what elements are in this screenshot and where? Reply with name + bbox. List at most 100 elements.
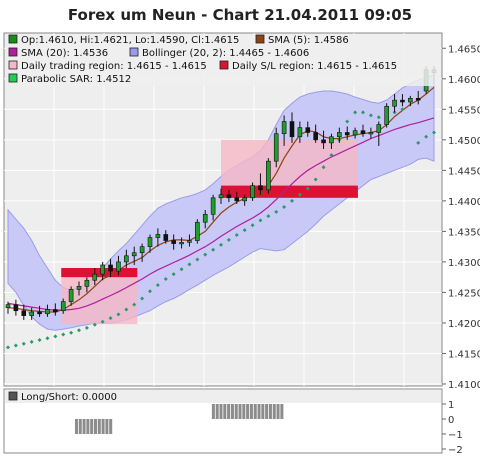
y-axis: 1.4650 1.4600 1.4550 1.4500 1.4450 1.4400 1.43… xyxy=(442,44,480,391)
legend-swatch xyxy=(129,47,139,57)
ls-tick-label: −2 xyxy=(448,445,463,456)
candle-up xyxy=(100,264,105,275)
y-tick-label: 1.4350 xyxy=(448,227,480,238)
candle-down xyxy=(163,234,169,241)
candle xyxy=(108,258,113,278)
candle-up xyxy=(376,124,382,133)
long-short-bar xyxy=(223,404,227,419)
legend-background xyxy=(5,34,441,86)
candle-up xyxy=(147,237,153,247)
candle-up xyxy=(187,240,192,243)
candle xyxy=(337,127,342,143)
candle-up xyxy=(5,304,11,308)
sar-point xyxy=(258,218,263,223)
candle xyxy=(234,191,240,204)
candle-up xyxy=(281,121,287,135)
candle xyxy=(139,243,145,262)
candles xyxy=(5,65,437,320)
candle xyxy=(5,301,11,314)
candle xyxy=(321,130,326,149)
candle-up xyxy=(116,261,121,272)
y-tick-label: 1.4400 xyxy=(448,197,480,208)
sar-point xyxy=(13,343,18,348)
candle xyxy=(29,307,34,320)
candle xyxy=(226,189,232,203)
long-short-bar xyxy=(93,419,97,434)
candle xyxy=(116,255,121,276)
sar-point xyxy=(211,247,216,252)
sar-point xyxy=(345,119,350,124)
sar-point xyxy=(187,262,192,267)
candle-up xyxy=(250,185,255,199)
candle-up xyxy=(242,197,247,202)
candle-down xyxy=(305,127,311,133)
sar-point xyxy=(234,233,239,238)
sl-region xyxy=(61,268,138,278)
long-short-bar xyxy=(265,404,269,419)
candle xyxy=(68,286,74,306)
ls-tick-label: −1 xyxy=(448,430,463,441)
candle xyxy=(21,304,27,320)
candle-up xyxy=(368,132,374,135)
long-short-bar xyxy=(86,419,90,434)
long-short-bar xyxy=(78,419,82,434)
candle-down xyxy=(171,240,176,244)
candle-up xyxy=(84,279,90,287)
candle-down xyxy=(289,121,295,138)
candle-up xyxy=(408,98,413,103)
long-short-bars: Long/Short: 0.0000 1 0 −1 −2 xyxy=(5,390,463,456)
candle-up xyxy=(45,309,50,315)
candle xyxy=(281,115,287,146)
long-short-bar xyxy=(280,404,284,419)
candle-up xyxy=(60,301,66,312)
candle xyxy=(131,246,137,265)
y-tick-label: 1.4450 xyxy=(448,166,480,177)
candle xyxy=(266,158,271,194)
sar-point xyxy=(100,319,105,324)
candle-down xyxy=(13,304,19,312)
sar-point xyxy=(155,283,160,288)
candle xyxy=(155,228,161,247)
sar-point xyxy=(92,322,97,327)
y-tick-label: 1.4250 xyxy=(448,288,480,299)
candle xyxy=(13,299,19,316)
candle-up xyxy=(329,136,334,144)
sar-point xyxy=(400,107,405,112)
long-short-bar xyxy=(227,404,231,419)
sar-point xyxy=(116,312,121,317)
candle xyxy=(289,112,295,143)
legend: Op:1.4610, Hi:1.4621, Lo:1.4590, Cl:1.46… xyxy=(5,34,441,86)
candle-down xyxy=(234,197,240,202)
candle xyxy=(368,127,374,139)
candle-up xyxy=(92,273,98,281)
legend-swatch xyxy=(255,34,265,44)
sar-point xyxy=(329,153,334,158)
candle xyxy=(250,182,255,201)
sar-point xyxy=(148,289,152,294)
candle-down xyxy=(313,132,318,141)
sar-point xyxy=(305,186,310,191)
sar-point xyxy=(29,339,34,344)
candle xyxy=(100,261,105,281)
candle xyxy=(124,249,129,269)
y-tick-label: 1.4300 xyxy=(448,258,480,269)
candle-up xyxy=(139,246,145,254)
candle xyxy=(210,194,216,221)
sar-point xyxy=(376,115,381,120)
sar-point xyxy=(416,140,421,145)
sar-point xyxy=(6,345,10,350)
long-short-bar xyxy=(261,404,265,419)
long-short-bar xyxy=(211,404,215,419)
trading-region xyxy=(61,268,138,325)
sar-point xyxy=(203,252,208,257)
candle-up xyxy=(68,289,74,302)
candle-down xyxy=(400,99,405,103)
y-tick-label: 1.4500 xyxy=(448,136,480,147)
long-short-bar xyxy=(219,404,223,419)
candle xyxy=(187,234,192,247)
candle xyxy=(313,124,318,143)
candle xyxy=(384,103,389,128)
legend-swatch xyxy=(8,73,18,83)
long-short-bar xyxy=(230,404,234,419)
legend-label: Parabolic SAR: 1.4512 xyxy=(21,74,131,85)
